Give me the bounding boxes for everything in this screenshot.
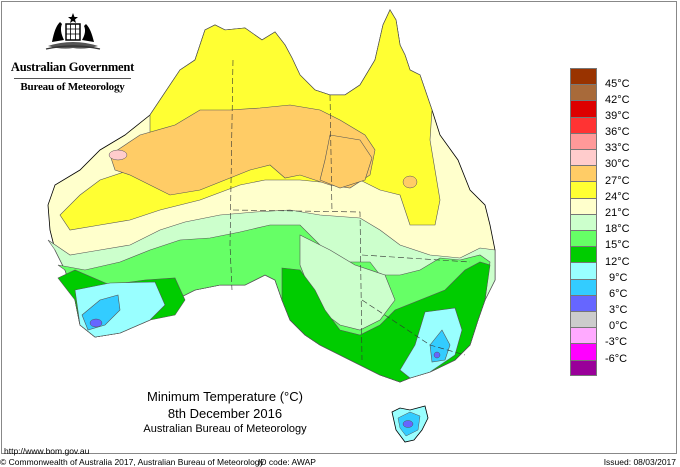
issued-date: Issued: 08/03/2017: [603, 457, 676, 467]
legend-label: 45°C: [605, 78, 630, 90]
legend-label: 33°C: [605, 142, 630, 154]
copyright-notice: © Commonwealth of Australia 2017, Austra…: [0, 457, 264, 467]
legend-swatch: [570, 262, 597, 279]
legend-swatch: [570, 149, 597, 166]
government-name: Australian Government: [10, 60, 135, 74]
agency-name: Bureau of Meteorology: [20, 81, 125, 93]
legend-swatch: [570, 100, 597, 117]
legend-swatch: [570, 213, 597, 230]
legend-swatch: [570, 327, 597, 344]
legend-label: 39°C: [605, 110, 630, 122]
legend-label: 27°C: [605, 175, 630, 187]
legend-swatch: [570, 181, 597, 198]
legend-swatch: [570, 116, 597, 133]
legend-label: 42°C: [605, 94, 630, 106]
map-source: Australian Bureau of Meteorology: [143, 423, 307, 435]
coat-of-arms-icon: [45, 13, 101, 50]
legend-label: 18°C: [605, 223, 630, 235]
legend-swatch: [570, 197, 597, 214]
legend-swatch: [570, 359, 597, 376]
legend-swatch: [570, 165, 597, 182]
id-code: ID code: AWAP: [258, 457, 316, 467]
legend-label: 36°C: [605, 126, 630, 138]
australia-temperature-map: [47, 9, 496, 443]
legend-label: -3°C: [605, 336, 628, 348]
legend-label: 0°C: [609, 320, 628, 332]
legend-swatch: [570, 68, 597, 85]
legend-swatch: [570, 294, 597, 311]
legend-swatch: [570, 343, 597, 360]
legend-swatch: [570, 246, 597, 263]
legend-swatch: [570, 230, 597, 247]
legend-label: 3°C: [609, 304, 628, 316]
map-caption: Minimum Temperature (°C) 8th December 20…: [130, 388, 320, 437]
divider: [14, 78, 131, 79]
legend-label: 30°C: [605, 158, 630, 170]
legend-label: 15°C: [605, 239, 630, 251]
legend-swatch: [570, 278, 597, 295]
legend-label: 21°C: [605, 207, 630, 219]
map-title: Minimum Temperature (°C): [147, 389, 303, 404]
legend-swatch: [570, 311, 597, 328]
legend-label: 6°C: [609, 288, 628, 300]
legend-swatch: [570, 84, 597, 101]
map-date: 8th December 2016: [167, 406, 283, 421]
legend-label: -6°C: [605, 353, 628, 365]
website-link[interactable]: http://www.bom.gov.au: [4, 446, 90, 456]
legend-label: 9°C: [609, 272, 628, 284]
legend-label: 12°C: [605, 256, 630, 268]
government-logo: Australian Government Bureau of Meteorol…: [10, 8, 135, 98]
legend-swatch: [570, 132, 597, 149]
legend-label: 24°C: [605, 191, 630, 203]
